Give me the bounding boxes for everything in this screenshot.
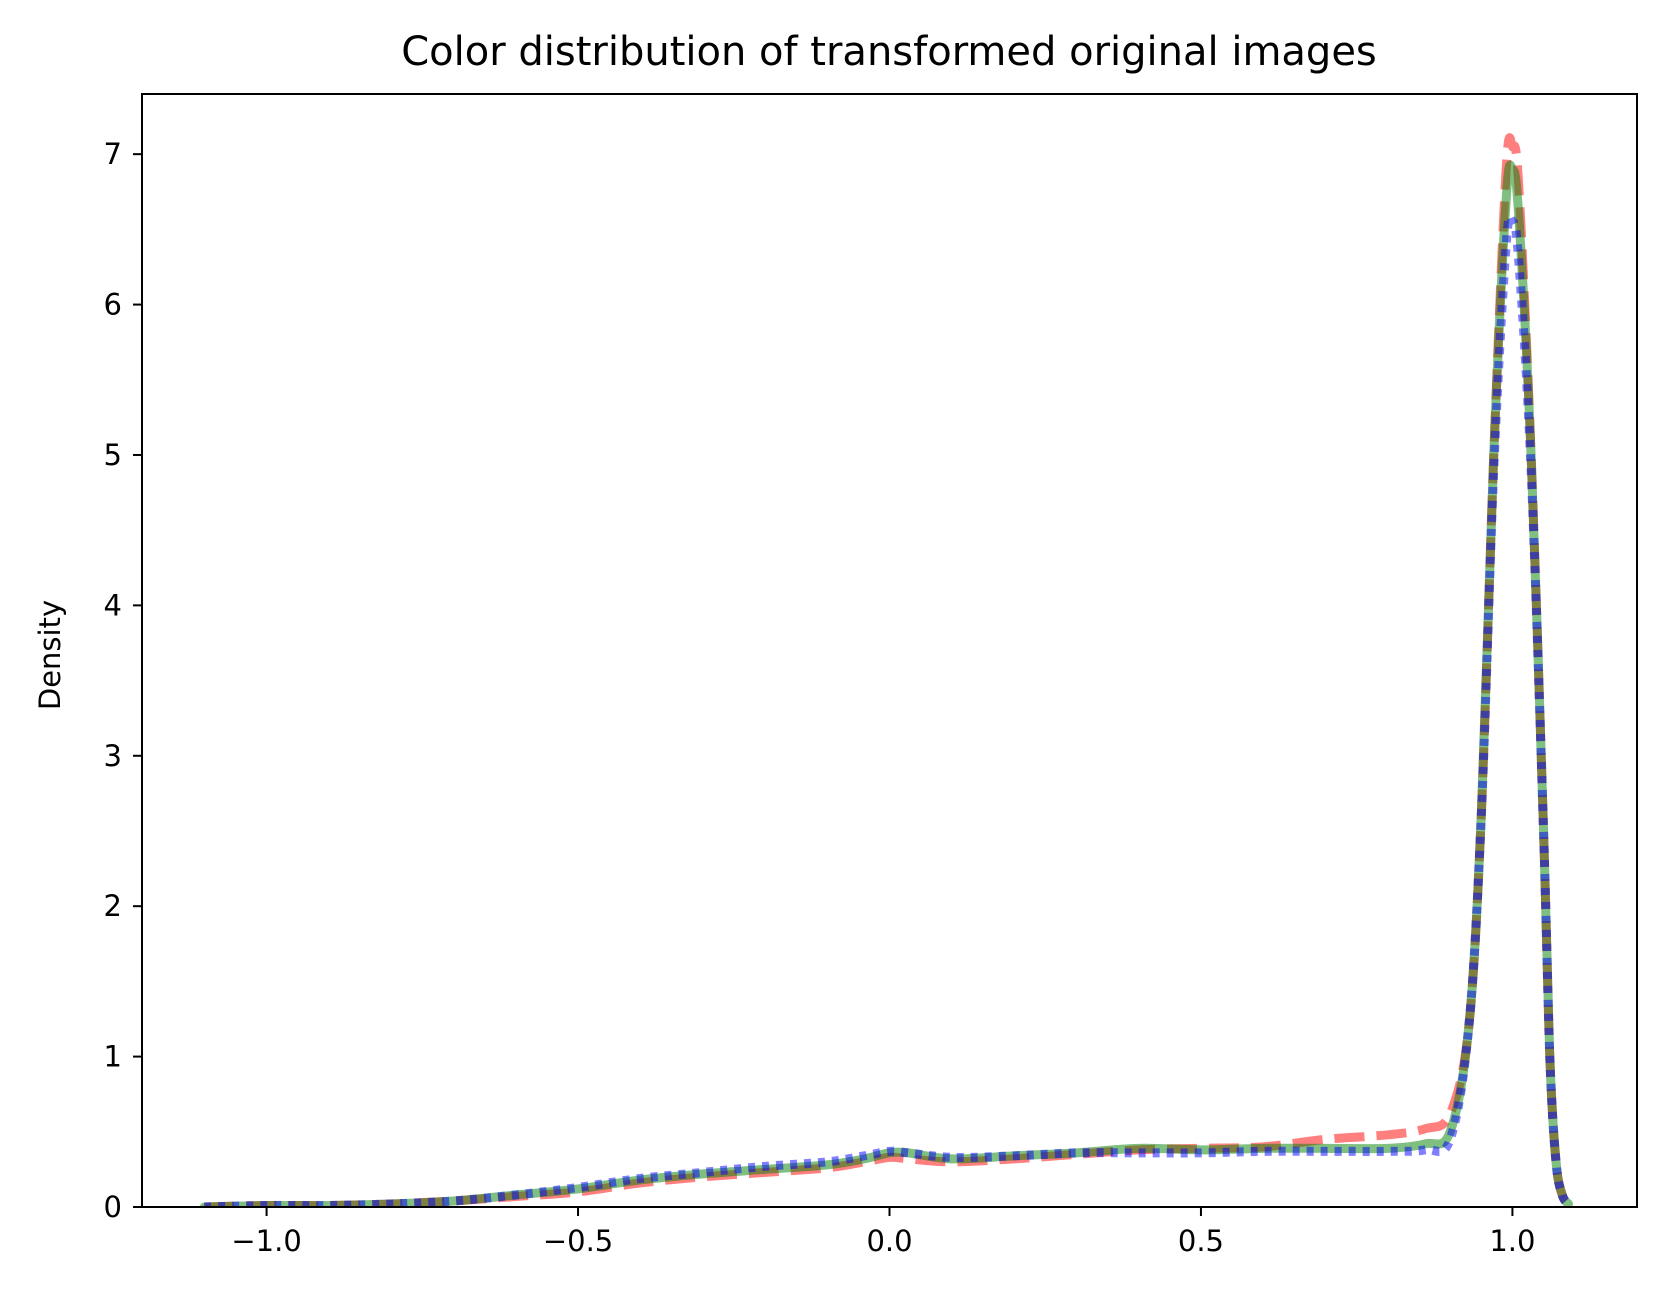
x-tick-label: −0.5 (543, 1224, 613, 1258)
plot-frame (141, 93, 1638, 1208)
x-tick-label: −1.0 (231, 1224, 301, 1258)
y-axis-label: Density (33, 600, 67, 710)
y-tick-label: 3 (104, 739, 122, 773)
x-tick-label: 0.0 (866, 1224, 912, 1258)
y-tick-label: 1 (104, 1040, 122, 1074)
ticks-layer: −1.0 −0.5 0.0 0.5 1.0 0 1 2 3 4 5 6 7 (104, 137, 1536, 1258)
series-layer (199, 133, 1573, 1207)
y-tick-label: 7 (104, 137, 122, 171)
y-tick-label: 6 (104, 288, 122, 322)
x-tick-label: 1.0 (1489, 1224, 1535, 1258)
chart-title: Color distribution of transformed origin… (401, 29, 1377, 75)
x-tick-label: 0.5 (1178, 1224, 1224, 1258)
blue-dotted-density-line (204, 212, 1573, 1207)
y-tick-label: 0 (104, 1190, 122, 1224)
y-tick-label: 4 (104, 588, 122, 622)
y-tick-label: 5 (104, 438, 122, 472)
y-tick-label: 2 (104, 889, 122, 923)
